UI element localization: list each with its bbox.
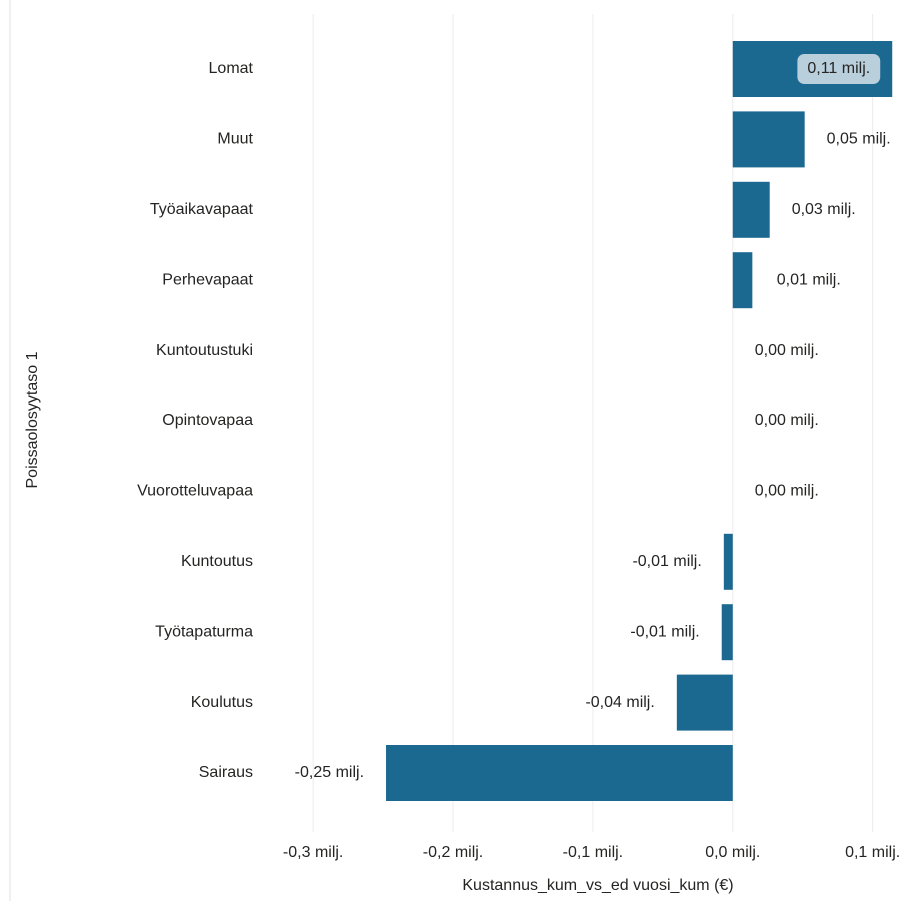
bar [732, 252, 753, 309]
data-label: 0,00 milj. [755, 342, 819, 359]
data-label: -0,01 milj. [630, 623, 699, 640]
data-label: 0,00 milj. [755, 412, 819, 429]
bar [386, 745, 733, 801]
bar [732, 111, 805, 168]
x-tick-label: -0,3 milj. [283, 844, 343, 861]
y-tick-label: Kuntoutustuki [156, 342, 253, 359]
data-label: 0,03 milj. [792, 201, 856, 218]
x-tick-label: 0,0 milj. [705, 844, 760, 861]
data-label: 0,00 milj. [755, 483, 819, 500]
y-tick-label: Työtapaturma [155, 623, 253, 640]
y-tick-label: Kuntoutus [181, 553, 253, 570]
y-tick-label: Työaikavapaat [150, 201, 254, 218]
y-tick-label: Koulutus [191, 694, 253, 711]
y-tick-label: Lomat [209, 60, 254, 77]
data-label: 0,11 milj. [807, 60, 870, 77]
data-label: -0,25 milj. [295, 764, 364, 781]
y-tick-label: Vuorotteluvapaa [137, 483, 253, 500]
data-label-box [797, 54, 881, 84]
bar [732, 181, 770, 238]
y-tick-label: Sairaus [199, 764, 253, 781]
x-tick-label: -0,2 milj. [423, 844, 483, 861]
data-label: -0,01 milj. [632, 553, 701, 570]
bar [723, 533, 733, 590]
x-tick-label: 0,1 milj. [845, 844, 900, 861]
x-tick-label: -0,1 milj. [563, 844, 623, 861]
bar [721, 604, 733, 661]
y-axis-title: Poissaolosyytaso 1 [24, 351, 41, 488]
y-tick-label: Opintovapaa [162, 412, 253, 429]
y-tick-label: Perhevapaat [162, 271, 253, 288]
x-axis-title: Kustannus_kum_vs_ed vuosi_kum (€) [462, 877, 733, 894]
data-label: -0,04 milj. [585, 694, 654, 711]
y-tick-label: Muut [217, 131, 253, 148]
data-label: 0,05 milj. [827, 131, 891, 148]
data-label: 0,01 milj. [777, 271, 841, 288]
bar [676, 674, 733, 731]
